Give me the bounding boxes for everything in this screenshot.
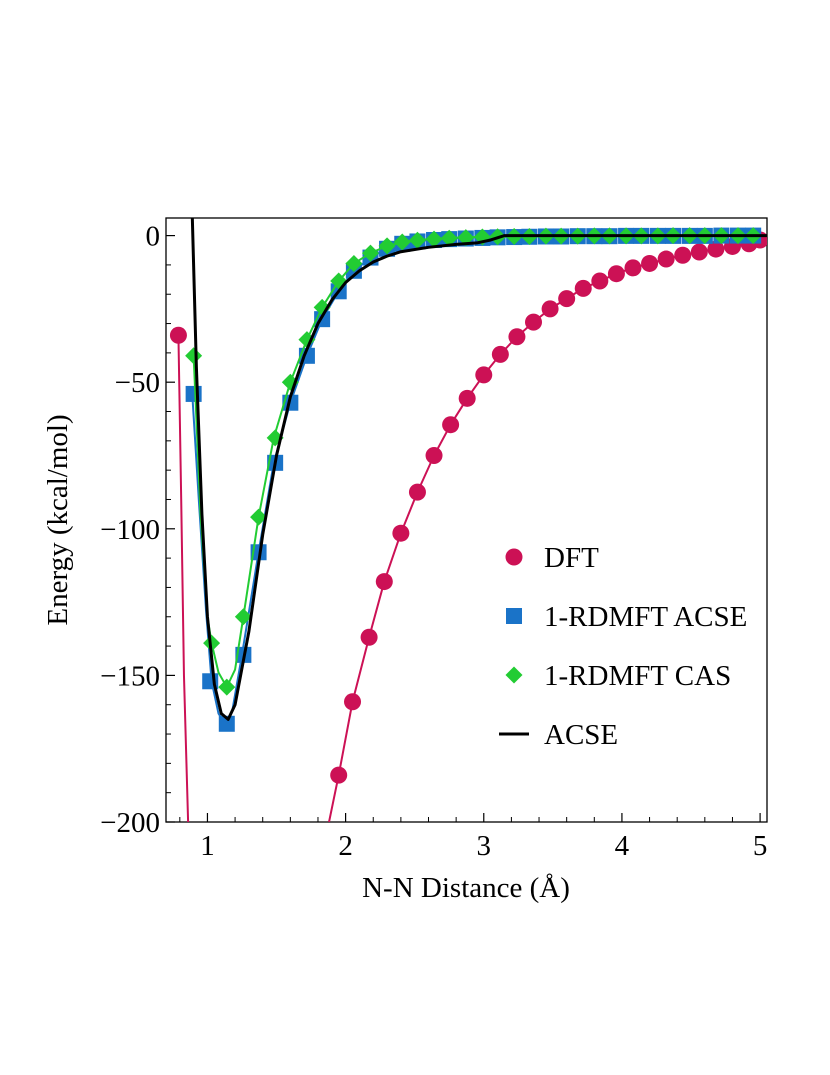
x-axis-label: N-N Distance (Å) (362, 872, 570, 904)
y-tick-label: −150 (100, 660, 160, 692)
data-point (393, 233, 411, 251)
data-point (574, 279, 592, 297)
legend-swatch (506, 608, 522, 624)
data-point (525, 313, 543, 331)
data-point (330, 766, 348, 784)
data-point (641, 254, 659, 272)
legend-label: DFT (544, 542, 599, 574)
y-axis-label: Energy (kcal/mol) (42, 414, 74, 625)
data-point (508, 328, 526, 346)
data-point (425, 230, 443, 248)
y-tick-label: −50 (115, 367, 160, 399)
data-point (378, 237, 396, 255)
data-point (185, 385, 202, 402)
data-point (458, 389, 476, 407)
series-line (191, 234, 761, 725)
data-point (361, 244, 379, 262)
series-acse (190, 218, 767, 721)
data-point (624, 259, 642, 277)
data-point (558, 290, 576, 308)
data-point (185, 347, 203, 365)
data-point (234, 608, 252, 626)
y-tick-label: −100 (100, 514, 160, 546)
data-point (690, 243, 708, 261)
data-point (392, 524, 410, 542)
data-point (475, 366, 493, 384)
data-point (298, 331, 316, 349)
y-tick-label: −200 (100, 807, 160, 839)
data-point (440, 229, 458, 247)
data-point (218, 715, 235, 732)
data-point (607, 265, 625, 283)
data-point (425, 446, 443, 464)
legend-swatch (505, 666, 523, 684)
legend-item-1-rdmft-acse: 1-RDMFT ACSE (506, 601, 747, 633)
axes-layer: 1 2 3 4 5 0 −50 −100 −150 −200 (100, 221, 767, 862)
y-tick-label: 0 (146, 221, 161, 253)
series-line (177, 335, 190, 822)
data-point (707, 240, 725, 258)
data-point (674, 246, 692, 264)
chart-legend: DFT 1-RDMFT ACSE 1-RDMFT CAS ACSE (499, 542, 747, 751)
legend-item-dft: DFT (505, 542, 599, 574)
data-point (591, 272, 609, 290)
legend-swatch (505, 548, 523, 566)
data-point (250, 508, 268, 526)
x-tick-label: 1 (200, 830, 215, 862)
legend-item-1-rdmft-cas: 1-RDMFT CAS (505, 660, 731, 692)
data-point (457, 229, 475, 247)
x-tick-label: 4 (615, 830, 630, 862)
data-point (442, 416, 460, 434)
x-tick-label: 3 (477, 830, 492, 862)
x-tick-label: 2 (338, 830, 353, 862)
data-point (360, 628, 378, 646)
data-point (345, 254, 363, 272)
series-dft (169, 231, 767, 822)
data-point (218, 678, 236, 696)
series-line (190, 218, 767, 721)
x-tick-label: 5 (753, 830, 768, 862)
data-point (375, 573, 393, 591)
legend-item-acse: ACSE (499, 719, 618, 751)
plot-frame (165, 217, 768, 823)
plot-area (169, 218, 767, 822)
data-point (408, 483, 426, 501)
legend-label: ACSE (544, 719, 618, 751)
legend-label: 1-RDMFT CAS (544, 660, 731, 692)
data-point (344, 693, 362, 711)
data-point (657, 250, 675, 268)
data-point (169, 326, 187, 344)
data-point (408, 231, 426, 249)
data-point (541, 300, 559, 318)
series-layer (169, 218, 767, 822)
legend-label: 1-RDMFT ACSE (544, 601, 747, 633)
data-point (491, 345, 509, 363)
